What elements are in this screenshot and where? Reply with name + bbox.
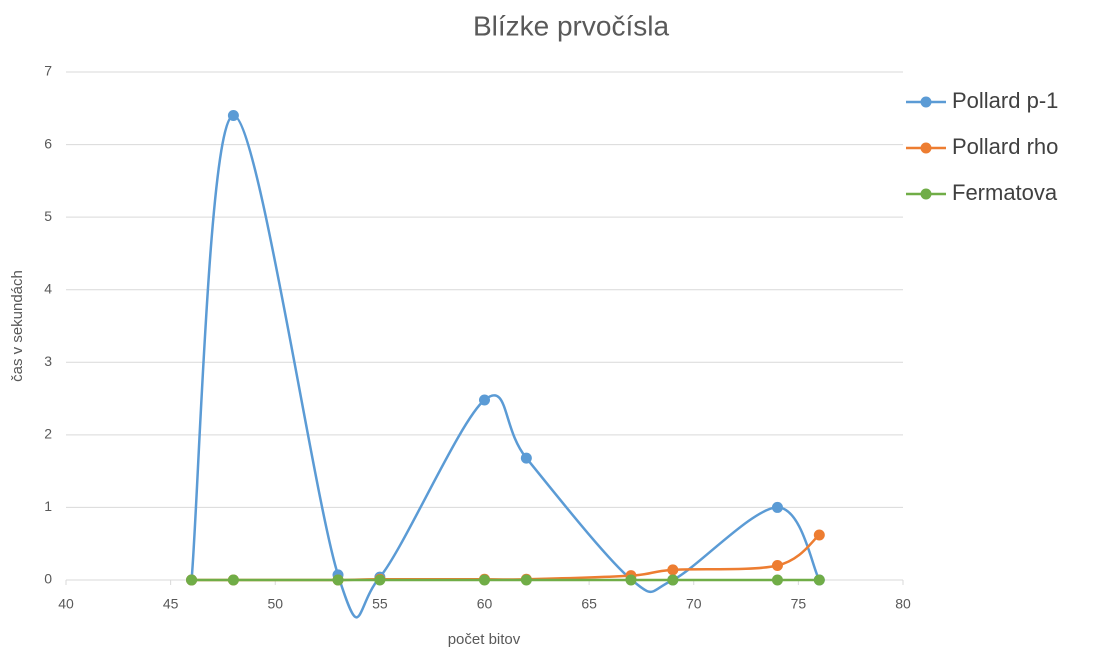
point xyxy=(332,574,344,586)
point xyxy=(771,501,783,513)
point xyxy=(520,452,532,464)
point xyxy=(186,574,198,586)
point xyxy=(771,559,783,571)
x-tick-label: 40 xyxy=(58,596,74,612)
series-line xyxy=(190,114,821,619)
legend-marker xyxy=(920,96,932,108)
point xyxy=(625,574,637,586)
point xyxy=(813,574,825,586)
y-axis-title: čas v sekundách xyxy=(9,270,26,382)
y-tick-label: 6 xyxy=(44,135,52,151)
y-tick-label: 5 xyxy=(44,208,52,224)
x-axis-title: počet bitov xyxy=(448,631,521,648)
x-tick-label: 60 xyxy=(477,596,493,612)
point xyxy=(227,574,239,586)
legend-marker xyxy=(920,188,932,200)
y-tick-label: 0 xyxy=(44,571,52,587)
y-tick-label: 4 xyxy=(44,280,52,296)
point xyxy=(667,564,679,576)
point xyxy=(771,574,783,586)
chart-title: Blízke prvočísla xyxy=(473,10,669,41)
x-tick-label: 65 xyxy=(581,596,597,612)
y-tick-label: 3 xyxy=(44,353,52,369)
point xyxy=(479,574,490,586)
point xyxy=(813,529,825,541)
legend-marker xyxy=(920,142,932,154)
point xyxy=(667,574,679,586)
y-tick-label: 2 xyxy=(44,426,52,442)
point xyxy=(227,110,239,122)
legend-label: Pollard p-1 xyxy=(952,88,1058,113)
legend-label: Fermatova xyxy=(952,180,1058,205)
y-tick-label: 7 xyxy=(44,63,52,79)
x-tick-label: 80 xyxy=(895,596,911,612)
point xyxy=(520,574,532,586)
x-tick-label: 75 xyxy=(791,596,807,612)
x-tick-label: 55 xyxy=(372,596,388,612)
x-tick-label: 50 xyxy=(267,596,283,612)
point xyxy=(374,574,386,586)
series-line xyxy=(191,533,821,582)
x-tick-label: 70 xyxy=(686,596,702,612)
x-tick-label: 45 xyxy=(163,596,179,612)
y-tick-label: 1 xyxy=(44,498,52,514)
legend-label: Pollard rho xyxy=(952,134,1058,159)
point xyxy=(479,394,490,406)
